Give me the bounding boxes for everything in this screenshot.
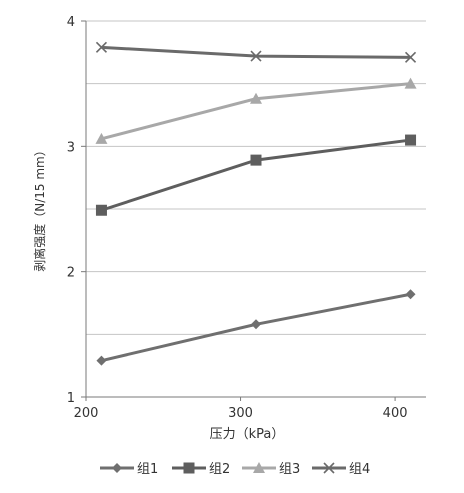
data-point (251, 319, 261, 330)
data-point-stroke (323, 462, 335, 474)
data-point (323, 462, 335, 474)
legend-item: 组1 (100, 462, 158, 477)
series-line (101, 82, 411, 141)
axes (81, 20, 426, 401)
series-3 (95, 77, 417, 144)
legend: 组1 组2 组3 组4 (100, 462, 370, 477)
x-tick-label: 200 (74, 406, 99, 421)
legend-label: 组2 (209, 462, 230, 477)
legend-item: 组4 (312, 462, 370, 477)
y-tick-label: 3 (67, 140, 75, 155)
x-tick-label: 300 (228, 406, 253, 421)
data-point (183, 462, 195, 474)
data-point (96, 355, 107, 366)
data-point-stroke (95, 41, 108, 53)
series-1 (96, 289, 416, 366)
legend-label: 组3 (279, 462, 300, 477)
legend-item: 组2 (172, 462, 230, 477)
gridlines (86, 20, 426, 335)
y-tick-label: 4 (67, 15, 75, 30)
data-point (250, 154, 262, 166)
data-point (250, 92, 262, 104)
series-group (95, 41, 417, 366)
tick-labels: 1 2 3 4 200 300 400 (67, 15, 408, 421)
data-point (95, 204, 107, 216)
legend-item: 组3 (242, 462, 300, 477)
data-point (95, 132, 108, 144)
y-axis-label: 剥离强度（N/15 mm） (32, 144, 47, 271)
data-point (405, 134, 417, 146)
data-point (250, 50, 262, 62)
data-point-stroke (404, 51, 417, 63)
series-2 (95, 134, 417, 216)
x-axis-label: 压力（kPa） (210, 427, 285, 442)
data-point (405, 289, 416, 300)
data-point (112, 463, 122, 473)
y-tick-label: 1 (67, 391, 75, 406)
legend-label: 组1 (137, 462, 158, 477)
series-4 (95, 41, 417, 63)
data-point (404, 51, 417, 63)
data-point-stroke (250, 50, 262, 62)
y-tick-label: 2 (67, 266, 75, 281)
data-point (95, 41, 108, 53)
legend-label: 组4 (349, 462, 370, 477)
series-line (100, 138, 411, 212)
data-point (253, 462, 265, 473)
x-tick-label: 400 (383, 406, 408, 421)
data-point (404, 77, 417, 89)
